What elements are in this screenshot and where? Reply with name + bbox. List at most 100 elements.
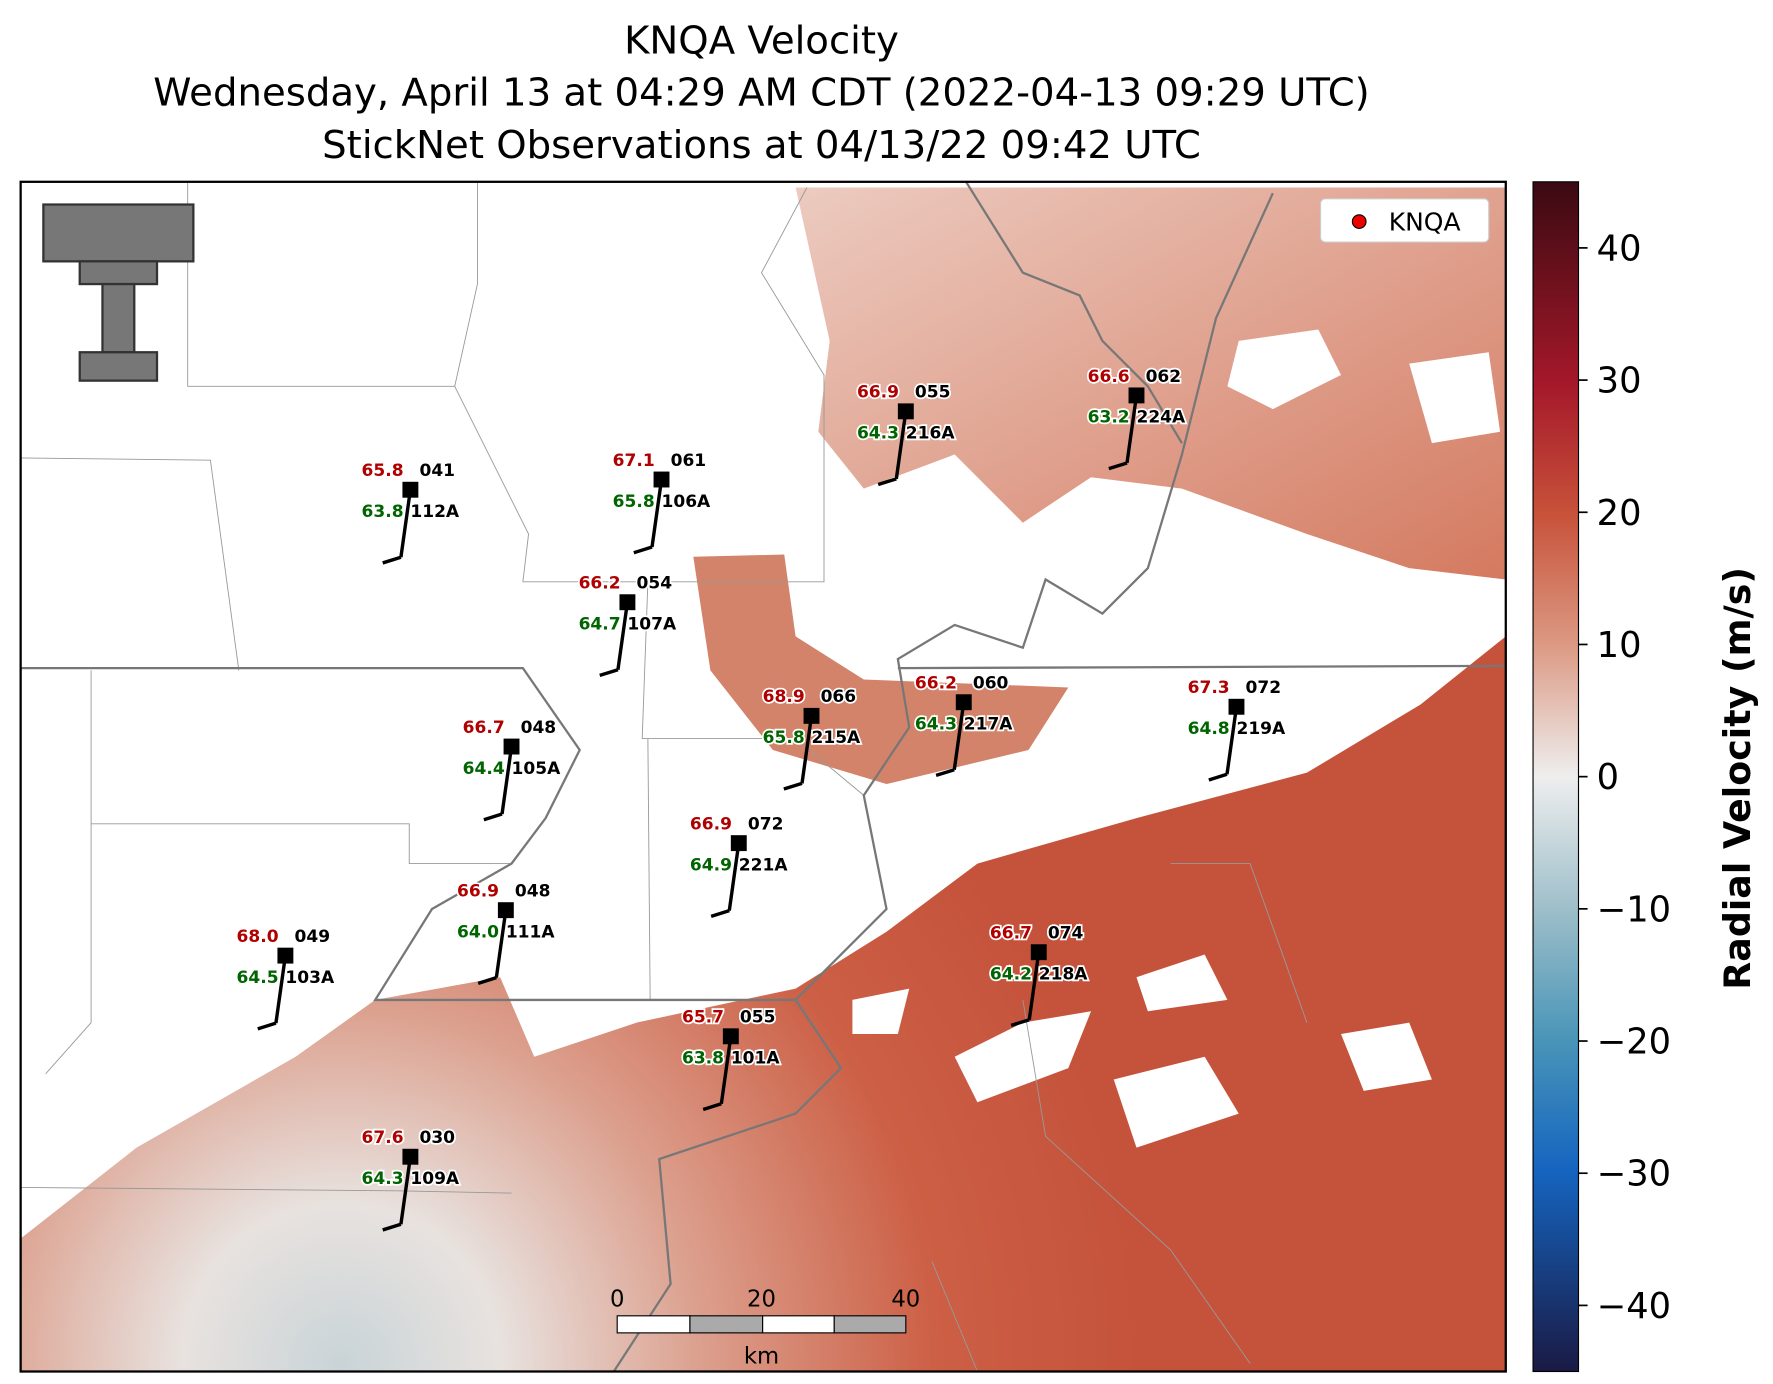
wind-barb [1208, 772, 1228, 782]
wind-barb [274, 955, 288, 1024]
temperature: 65.7 [682, 1008, 724, 1028]
dewpoint: 64.2 [990, 964, 1032, 984]
wind-barb [1027, 951, 1041, 1020]
title-line: StickNet Observations at 04/13/22 09:42 … [322, 123, 1201, 168]
temperature: 66.2 [579, 574, 621, 594]
station-marker [730, 835, 747, 852]
colorbar-gradient [1532, 181, 1580, 1373]
station-id: 105A [512, 759, 562, 779]
wind-barb [399, 489, 413, 558]
temperature: 65.8 [362, 461, 404, 481]
station: 66.6 062 63.2 224A [1086, 365, 1188, 471]
colorbar-tick-label: −10 [1597, 889, 1671, 930]
temperature: 68.0 [237, 927, 279, 947]
wind-direction: 030 [419, 1128, 455, 1148]
velocity-field [20, 636, 1506, 1372]
scale-unit: km [744, 1344, 779, 1370]
colorbar-tick-label: −20 [1597, 1022, 1671, 1063]
wind-barb [616, 601, 630, 670]
wind-barb [710, 909, 730, 918]
colorbar-tick-label: 0 [1597, 757, 1619, 798]
station-id: 112A [410, 502, 460, 522]
station: 67.1 061 65.8 106A [611, 449, 713, 555]
station: 66.2 060 64.3 217A [913, 672, 1015, 778]
wind-direction: 048 [515, 882, 551, 902]
dewpoint: 64.4 [463, 759, 505, 779]
colorbar-tick-label: −40 [1597, 1286, 1671, 1327]
station: 68.9 066 65.8 215A [761, 686, 863, 791]
wind-barb [500, 746, 514, 815]
wind-barb [1125, 395, 1139, 464]
scale-label: 20 [747, 1287, 776, 1313]
temperature: 68.9 [763, 687, 805, 707]
wind-barb [599, 668, 619, 678]
temperature: 66.2 [915, 674, 957, 694]
station: 68.0 049 64.5 103A [235, 925, 337, 1031]
station-id: 103A [285, 968, 335, 988]
no-data [852, 329, 1501, 1148]
station-id: 109A [410, 1169, 460, 1189]
wind-barb [399, 1156, 413, 1225]
dewpoint: 65.8 [763, 728, 805, 748]
velocity-field [795, 187, 1506, 580]
station: 66.9 055 64.3 216A [855, 381, 957, 487]
wind-direction: 055 [740, 1008, 776, 1028]
station-id: 111A [506, 922, 556, 942]
station: 66.2 054 64.7 107A [577, 572, 679, 678]
station-marker [897, 403, 914, 420]
wind-direction: 054 [637, 574, 673, 594]
station-marker [402, 481, 419, 498]
station: 67.3 072 64.8 219A [1186, 676, 1288, 782]
temperature: 66.6 [1088, 367, 1130, 387]
dewpoint: 64.8 [1188, 719, 1230, 739]
wind-barb [952, 701, 966, 770]
wind-barb [382, 555, 402, 565]
wind-barb [494, 909, 508, 978]
title: KNQA Velocity Wednesday, April 13 at 04:2… [153, 18, 1370, 168]
wind-direction: 060 [973, 674, 1009, 694]
wind-barb [1108, 461, 1128, 471]
station-marker [619, 594, 636, 611]
scale-bar: 0 20 40 km [610, 1287, 920, 1370]
station-id: 215A [812, 728, 862, 748]
station-marker [277, 947, 294, 964]
station-marker [497, 902, 514, 919]
title-line: Wednesday, April 13 at 04:29 AM CDT (202… [153, 71, 1370, 116]
wind-barb [935, 768, 955, 778]
dewpoint: 64.3 [362, 1169, 404, 1189]
station-marker [503, 738, 520, 755]
state-lines [20, 181, 1506, 1373]
station-id: 106A [662, 492, 712, 512]
scale-label: 0 [610, 1287, 624, 1313]
scale-label: 40 [891, 1287, 920, 1313]
dewpoint: 64.0 [457, 922, 499, 942]
station-marker [955, 694, 972, 711]
colorbar-label: Radial Velocity (m/s) [1716, 567, 1759, 990]
station: 66.7 074 64.2 218A [988, 922, 1090, 1028]
colorbar-tick-label: −30 [1597, 1154, 1671, 1195]
station-id: 101A [731, 1049, 781, 1069]
station-id: 219A [1236, 719, 1286, 739]
stations: 65.8 041 63.8 112A 67.1 061 65.8 106A 66.9 055 64.… [235, 365, 1288, 1232]
county-lines [20, 181, 1308, 1372]
colorbar-tick-label: 10 [1597, 625, 1642, 666]
station-marker [1128, 387, 1145, 404]
colorbar-tick-label: 40 [1597, 228, 1642, 269]
wind-barb [783, 781, 803, 791]
wind-barb [702, 1102, 722, 1112]
wind-barb [650, 479, 664, 548]
wind-direction: 072 [748, 814, 784, 834]
wind-direction: 072 [1246, 678, 1282, 698]
legend: KNQA [1319, 198, 1490, 243]
dewpoint: 64.9 [690, 855, 732, 875]
station-marker [402, 1148, 419, 1165]
temperature: 66.7 [463, 718, 505, 738]
temperature: 66.9 [457, 882, 499, 902]
map-frame [19, 180, 1507, 1373]
temperature: 66.9 [690, 814, 732, 834]
temperature: 67.1 [613, 451, 655, 471]
dewpoint: 63.2 [1088, 408, 1130, 428]
station: 67.6 030 64.3 109A [360, 1126, 462, 1232]
wind-direction: 061 [671, 451, 707, 471]
